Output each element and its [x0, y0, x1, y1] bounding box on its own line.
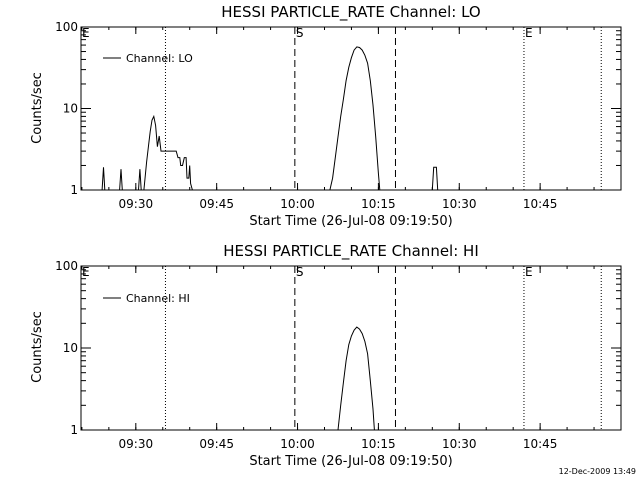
x-tick-label: 10:00 — [280, 437, 315, 451]
x-axis-label: Start Time (26-Jul-08 09:19:50) — [249, 214, 452, 229]
x-tick-label: 10:00 — [280, 197, 315, 211]
x-tick-label: 10:15 — [361, 197, 396, 211]
y-axis-label: Counts/sec — [30, 311, 45, 383]
series-line-segment — [143, 114, 193, 191]
y-tick-label: 100 — [55, 20, 78, 34]
y-tick-label: 10 — [63, 102, 78, 116]
series-line-segment — [337, 326, 375, 431]
x-tick-label: 10:30 — [442, 437, 477, 451]
chart-title: HESSI PARTICLE_RATE Channel: HI — [223, 242, 479, 261]
y-axis-label: Counts/sec — [30, 72, 45, 144]
x-axis-label: Start Time (26-Jul-08 09:19:50) — [249, 454, 452, 469]
legend-entry: Channel: HI — [126, 292, 190, 305]
x-tick-label: 09:30 — [119, 437, 154, 451]
x-tick-label: 09:45 — [199, 197, 234, 211]
axis-ticks: 09:30 09:45 10:00 10:15 10:30 10:45 1 10 100 — [55, 259, 622, 451]
y-tick-label: 100 — [55, 259, 78, 273]
series-group — [337, 326, 375, 431]
marker-label: E — [525, 265, 533, 279]
legend-entry: Channel: LO — [126, 52, 193, 65]
series-group — [101, 46, 439, 191]
chart-title: HESSI PARTICLE_RATE Channel: LO — [221, 3, 480, 22]
x-tick-label: 09:45 — [199, 437, 234, 451]
marker-label: S — [296, 265, 304, 279]
series-line-segment — [138, 169, 142, 191]
x-tick-label: 10:45 — [523, 197, 558, 211]
y-tick-label: 1 — [70, 423, 78, 437]
x-tick-label: 10:45 — [523, 437, 558, 451]
plot-frame — [80, 265, 622, 431]
x-tick-label: 10:30 — [442, 197, 477, 211]
panel-lo: HESSI PARTICLE_RATE Channel: LO Start Ti… — [30, 3, 622, 229]
panel-hi: HESSI PARTICLE_RATE Channel: HI Start Ti… — [30, 242, 622, 469]
series-line-segment — [119, 169, 123, 191]
axis-ticks: 09:30 09:45 10:00 10:15 10:30 10:45 1 10 100 — [55, 20, 622, 211]
series-line-segment — [101, 167, 106, 191]
series-line-segment — [329, 46, 381, 191]
marker-label: E — [82, 26, 90, 40]
marker-label: E — [525, 26, 533, 40]
x-tick-label: 10:15 — [361, 437, 396, 451]
footer-timestamp: 12-Dec-2009 13:49 — [559, 467, 636, 476]
x-tick-label: 09:30 — [119, 197, 154, 211]
y-tick-label: 1 — [70, 183, 78, 197]
series-line-segment — [431, 166, 439, 191]
y-tick-label: 10 — [63, 341, 78, 355]
marker-label: E — [82, 265, 90, 279]
marker-label: S — [296, 26, 304, 40]
